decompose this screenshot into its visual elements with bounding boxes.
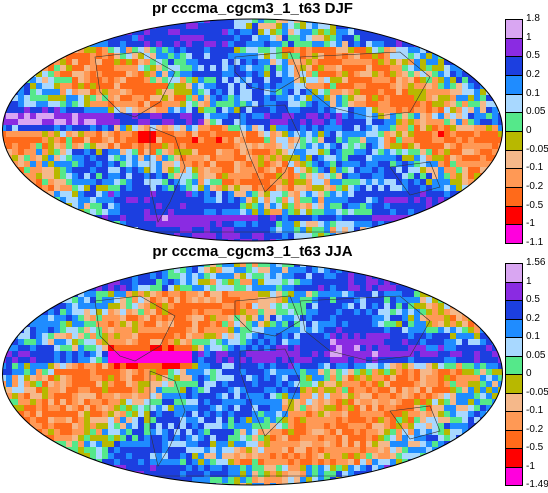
colorbar-swatch xyxy=(505,131,523,151)
colorbar-swatch xyxy=(505,75,523,95)
colorbar-label: -0.1 xyxy=(526,405,544,416)
colorbar-swatch xyxy=(505,168,523,188)
colorbar-label: 0.05 xyxy=(526,106,546,118)
colorbar-swatch xyxy=(505,19,523,39)
colorbar-label: -0.05 xyxy=(526,386,548,398)
colorbar-swatch xyxy=(505,466,523,486)
colorbar-label: 0.5 xyxy=(526,50,540,62)
colorbar-label: -1 xyxy=(526,460,535,472)
colorbar-label: -0.2 xyxy=(526,423,544,435)
colorbar-label: -1.49 xyxy=(526,479,548,490)
colorbar-swatch xyxy=(505,93,523,114)
colorbar-label: 0.1 xyxy=(526,331,540,342)
colorbar-label: 1.8 xyxy=(526,13,540,24)
colorbar-label: 1 xyxy=(526,275,532,287)
colorbar-label: 0.1 xyxy=(526,87,540,99)
colorbar-jja: 1.56 1 0.5 0.2 0.1 0.05 0 -0.05 -0.1 -0.2 -0.5 -1 -1… xyxy=(505,258,548,492)
colorbar-swatch xyxy=(505,187,523,207)
colorbar-swatch xyxy=(505,205,523,226)
colorbar-label: -1 xyxy=(526,218,535,230)
colorbar-swatch xyxy=(505,318,523,338)
colorbar-label: -1.1 xyxy=(526,237,544,248)
colorbar-label: 0.2 xyxy=(526,69,540,80)
map-border xyxy=(2,262,503,486)
precip-field xyxy=(2,19,503,241)
precip-anomaly-map-djf xyxy=(2,18,503,242)
colorbar-swatch xyxy=(505,112,523,132)
colorbar-label: 0 xyxy=(526,368,532,379)
colorbar-djf: 1.8 1 0.5 0.2 0.1 0.05 0 -0.05 -0.1 -0.2 -0.5 -1 -1.… xyxy=(505,14,548,250)
colorbar-swatch xyxy=(505,374,523,394)
precip-anomaly-map-jja xyxy=(2,262,503,486)
colorbar-swatch xyxy=(505,149,523,170)
colorbar-swatch xyxy=(505,224,523,244)
colorbar-swatch xyxy=(505,56,523,76)
colorbar-label: -0.2 xyxy=(526,181,544,192)
colorbar-swatch xyxy=(505,448,523,468)
colorbar-swatch xyxy=(505,37,523,58)
colorbar-swatch xyxy=(505,281,523,301)
colorbar-swatch xyxy=(505,300,523,320)
map-title-jja: pr cccma_cgcm3_1_t63 JJA xyxy=(152,243,353,260)
colorbar-label: 0.05 xyxy=(526,349,546,361)
colorbar-swatch xyxy=(505,411,523,431)
map-title-djf: pr cccma_cgcm3_1_t63 DJF xyxy=(152,0,353,17)
precip-field xyxy=(2,263,503,485)
colorbar-label: -0.05 xyxy=(526,143,548,155)
colorbar-label: 0.2 xyxy=(526,312,540,324)
colorbar-label: 1 xyxy=(526,31,532,43)
colorbar-label: -0.1 xyxy=(526,162,544,174)
colorbar-swatch xyxy=(505,337,523,357)
map-border xyxy=(2,18,503,242)
colorbar-swatch xyxy=(505,355,523,375)
colorbar-swatch xyxy=(505,429,523,449)
colorbar-label: -0.5 xyxy=(526,199,544,211)
colorbar-swatch xyxy=(505,263,523,283)
colorbar-label: 0 xyxy=(526,125,532,136)
colorbar-swatch xyxy=(505,392,523,412)
colorbar-label: 0.5 xyxy=(526,294,540,305)
colorbar-label: -0.5 xyxy=(526,442,544,453)
colorbar-label: 1.56 xyxy=(526,257,546,268)
